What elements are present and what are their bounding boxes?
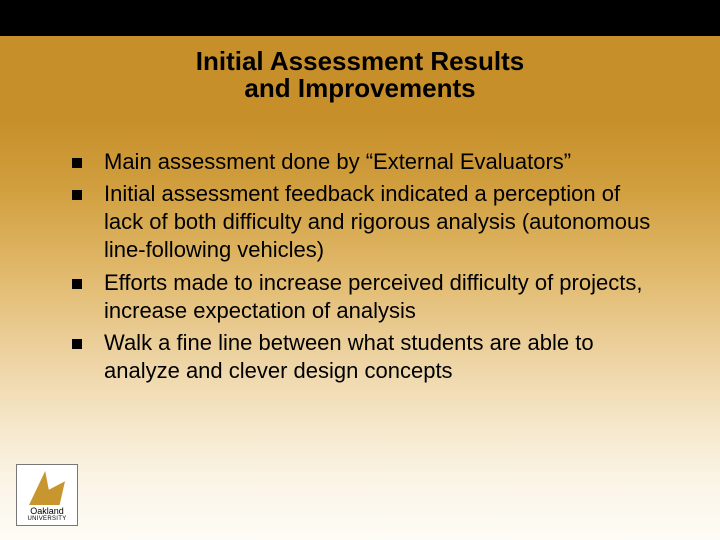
- title-line-2: and Improvements: [0, 75, 720, 102]
- logo-line-1: Oakland: [27, 507, 66, 516]
- slide: Initial Assessment Results and Improveme…: [0, 0, 720, 540]
- list-item: Main assessment done by “External Evalua…: [72, 148, 660, 176]
- bullet-list: Main assessment done by “External Evalua…: [72, 148, 660, 389]
- bullet-text: Walk a fine line between what students a…: [104, 329, 660, 385]
- bullet-text: Main assessment done by “External Evalua…: [104, 148, 571, 176]
- bullet-icon: [72, 279, 82, 289]
- bullet-icon: [72, 339, 82, 349]
- list-item: Initial assessment feedback indicated a …: [72, 180, 660, 264]
- top-stripe: [0, 0, 720, 36]
- bullet-text: Efforts made to increase perceived diffi…: [104, 269, 660, 325]
- list-item: Walk a fine line between what students a…: [72, 329, 660, 385]
- logo-text: Oakland UNIVERSITY: [27, 507, 66, 522]
- list-item: Efforts made to increase perceived diffi…: [72, 269, 660, 325]
- bullet-text: Initial assessment feedback indicated a …: [104, 180, 660, 264]
- logo-sail-icon: [29, 471, 65, 505]
- slide-title: Initial Assessment Results and Improveme…: [0, 48, 720, 103]
- bullet-icon: [72, 158, 82, 168]
- logo-line-2: UNIVERSITY: [27, 516, 66, 522]
- oakland-university-logo: Oakland UNIVERSITY: [16, 464, 78, 526]
- bullet-icon: [72, 190, 82, 200]
- title-line-1: Initial Assessment Results: [0, 48, 720, 75]
